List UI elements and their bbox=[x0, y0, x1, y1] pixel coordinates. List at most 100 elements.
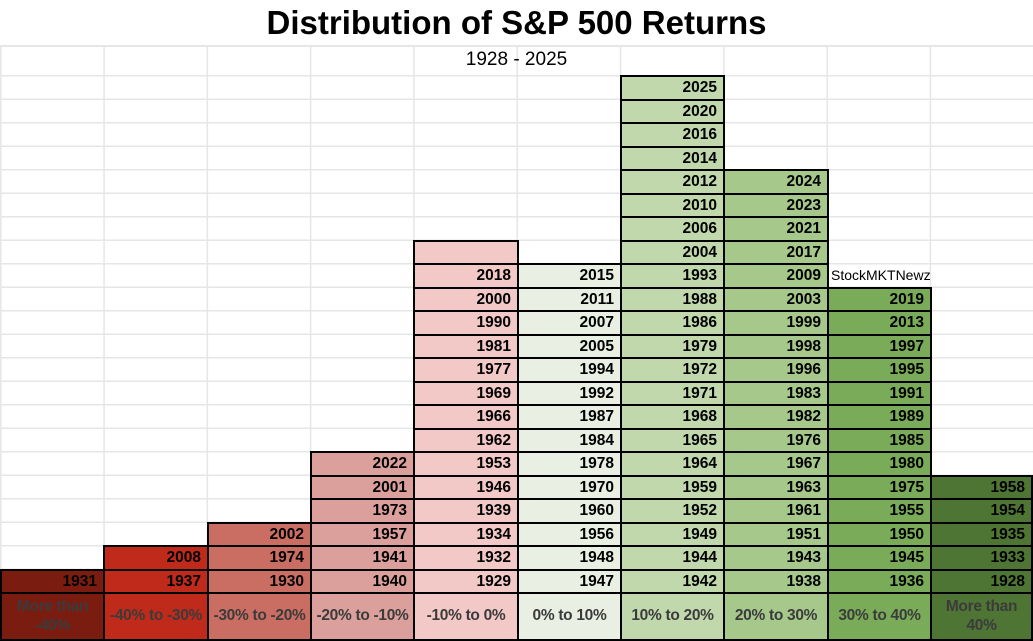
bin-column-3: 2002 1974 1930 bbox=[207, 521, 312, 594]
year-cell-1967: 1967 bbox=[723, 451, 829, 477]
year-cell-2008: 2008 bbox=[103, 545, 209, 571]
year-cell-2010: 2010 bbox=[620, 192, 725, 218]
bin-label-text: 30% to 40% bbox=[838, 607, 921, 625]
year-cell-2017: 2017 bbox=[723, 239, 829, 265]
empty-cell bbox=[413, 239, 519, 265]
year-cell-1941: 1941 bbox=[310, 545, 415, 571]
year-cell-1965: 1965 bbox=[620, 427, 725, 453]
year-cell-2000: 2000 bbox=[413, 286, 519, 312]
bin-label-text: More than bbox=[16, 598, 89, 616]
year-cell-1998: 1998 bbox=[723, 333, 829, 359]
year-cell-1934: 1934 bbox=[413, 521, 519, 547]
year-cell-1977: 1977 bbox=[413, 357, 519, 383]
year-cell-1943: 1943 bbox=[723, 545, 829, 571]
year-cell-2003: 2003 bbox=[723, 286, 829, 312]
year-cell-1970: 1970 bbox=[517, 474, 622, 500]
year-cell-2018: 2018 bbox=[413, 263, 519, 289]
year-cell-1945: 1945 bbox=[827, 545, 932, 571]
bin-column-8: 2024 2023 2021 2017 2009 2003 1999 1998 1996 1983… bbox=[723, 169, 829, 594]
year-cell-2021: 2021 bbox=[723, 216, 829, 242]
year-cell-2005: 2005 bbox=[517, 333, 622, 359]
bin-label-5: -10% to 0% bbox=[413, 592, 519, 641]
year-cell-1932: 1932 bbox=[413, 545, 519, 571]
watermark-text: StockMKTNewz bbox=[831, 267, 931, 283]
year-cell-1947: 1947 bbox=[517, 568, 622, 594]
year-cell-1993: 1993 bbox=[620, 263, 725, 289]
year-cell-1949: 1949 bbox=[620, 521, 725, 547]
year-cell-1968: 1968 bbox=[620, 404, 725, 430]
year-cell-2023: 2023 bbox=[723, 192, 829, 218]
year-cell-2016: 2016 bbox=[620, 122, 725, 148]
bin-label-text: More than bbox=[945, 598, 1018, 616]
year-cell-2024: 2024 bbox=[723, 169, 829, 195]
year-cell-1978: 1978 bbox=[517, 451, 622, 477]
year-cell-1931: 1931 bbox=[0, 568, 105, 594]
bin-label-8: 20% to 30% bbox=[723, 592, 829, 641]
year-cell-2011: 2011 bbox=[517, 286, 622, 312]
year-cell-1996: 1996 bbox=[723, 357, 829, 383]
bin-column-2: 2008 1937 bbox=[103, 545, 209, 594]
year-cell-1985: 1985 bbox=[827, 427, 932, 453]
year-cell-1971: 1971 bbox=[620, 380, 725, 406]
year-cell-2004: 2004 bbox=[620, 239, 725, 265]
year-cell-1995: 1995 bbox=[827, 357, 932, 383]
year-cell-1994: 1994 bbox=[517, 357, 622, 383]
year-cell-1936: 1936 bbox=[827, 568, 932, 594]
year-cell-1979: 1979 bbox=[620, 333, 725, 359]
bin-label-4: -20% to -10% bbox=[310, 592, 415, 641]
bin-label-text: -10% to 0% bbox=[426, 607, 506, 625]
year-cell-2022: 2022 bbox=[310, 451, 415, 477]
year-cell-1989: 1989 bbox=[827, 404, 932, 430]
year-cell-1938: 1938 bbox=[723, 568, 829, 594]
chart-subtitle: 1928 - 2025 bbox=[465, 49, 568, 70]
year-cell-2002: 2002 bbox=[207, 521, 312, 547]
year-cell-1973: 1973 bbox=[310, 498, 415, 524]
year-cell-2015: 2015 bbox=[517, 263, 622, 289]
year-cell-1982: 1982 bbox=[723, 404, 829, 430]
bin-label-7: 10% to 20% bbox=[620, 592, 725, 641]
year-cell-1935: 1935 bbox=[930, 521, 1033, 547]
bin-column-7: 2025 2020 2016 2014 2012 2010 2006 2004 1993 1988… bbox=[620, 75, 725, 594]
year-cell-1972: 1972 bbox=[620, 357, 725, 383]
year-cell-1990: 1990 bbox=[413, 310, 519, 336]
bin-label-1: More than -40% bbox=[0, 592, 105, 641]
year-cell-1952: 1952 bbox=[620, 498, 725, 524]
year-cell-1999: 1999 bbox=[723, 310, 829, 336]
year-cell-2020: 2020 bbox=[620, 98, 725, 124]
year-cell-1988: 1988 bbox=[620, 286, 725, 312]
bin-column-1: 1931 bbox=[0, 568, 105, 594]
year-cell-1953: 1953 bbox=[413, 451, 519, 477]
year-cell-1969: 1969 bbox=[413, 380, 519, 406]
bin-label-3: -30% to -20% bbox=[207, 592, 312, 641]
bin-label-9: 30% to 40% bbox=[827, 592, 932, 641]
year-cell-2007: 2007 bbox=[517, 310, 622, 336]
year-cell-1987: 1987 bbox=[517, 404, 622, 430]
year-cell-1964: 1964 bbox=[620, 451, 725, 477]
year-cell-1961: 1961 bbox=[723, 498, 829, 524]
year-cell-1991: 1991 bbox=[827, 380, 932, 406]
bin-label-text: -20% to -10% bbox=[316, 607, 409, 625]
year-cell-1981: 1981 bbox=[413, 333, 519, 359]
year-cell-2014: 2014 bbox=[620, 145, 725, 171]
year-cell-1933: 1933 bbox=[930, 545, 1033, 571]
year-cell-1963: 1963 bbox=[723, 474, 829, 500]
year-cell-2001: 2001 bbox=[310, 474, 415, 500]
bin-label-6: 0% to 10% bbox=[517, 592, 622, 641]
bin-label-text: 10% to 20% bbox=[631, 607, 714, 625]
bin-column-9: 2019 2013 1997 1995 1991 1989 1985 1980 1975 1955… bbox=[827, 286, 932, 594]
year-cell-1948: 1948 bbox=[517, 545, 622, 571]
year-cell-2013: 2013 bbox=[827, 310, 932, 336]
year-cell-1983: 1983 bbox=[723, 380, 829, 406]
bin-column-4: 2022 2001 1973 1957 1941 1940 bbox=[310, 451, 415, 594]
year-cell-1958: 1958 bbox=[930, 474, 1033, 500]
year-cell-1954: 1954 bbox=[930, 498, 1033, 524]
bin-label-text: 20% to 30% bbox=[734, 607, 818, 625]
year-cell-1930: 1930 bbox=[207, 568, 312, 594]
bin-column-5: 2018 2000 1990 1981 1977 1969 1966 1962 1953 1946… bbox=[413, 239, 519, 594]
chart-title: Distribution of S&P 500 Returns bbox=[266, 4, 767, 41]
year-cell-1960: 1960 bbox=[517, 498, 622, 524]
year-cell-1975: 1975 bbox=[827, 474, 932, 500]
year-cell-1950: 1950 bbox=[827, 521, 932, 547]
year-cell-2006: 2006 bbox=[620, 216, 725, 242]
